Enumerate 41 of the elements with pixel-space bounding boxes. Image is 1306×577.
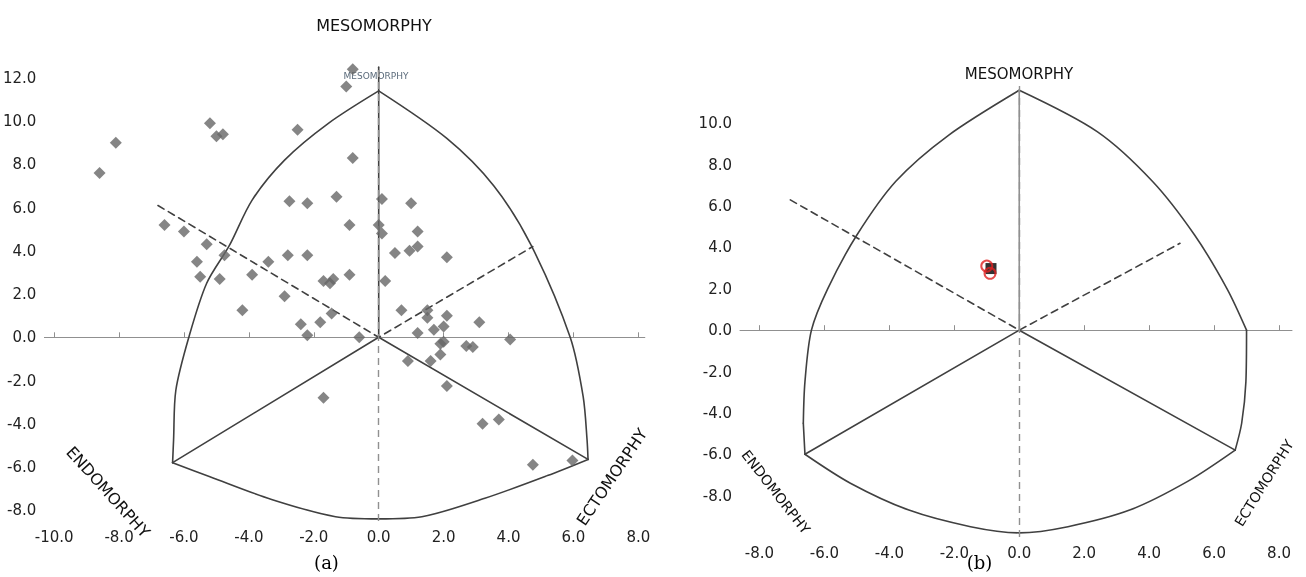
x-tick-label: 2.0: [431, 527, 456, 546]
y-tick-label: -2.0: [702, 362, 732, 381]
x-tick-label: 4.0: [496, 527, 521, 546]
y-tick-label: 2.0: [12, 285, 37, 304]
y-tick-label: 10.0: [2, 112, 37, 131]
x-tick-label: -4.0: [234, 527, 264, 546]
x-tick-label: -2.0: [299, 527, 329, 546]
y-tick-label: 12.0: [2, 68, 37, 87]
y-tick-label: 0.0: [12, 328, 37, 347]
text: MESOMORPHY: [316, 15, 433, 35]
x-tick-label: 8.0: [1267, 543, 1291, 562]
x-tick-label: 4.0: [1137, 543, 1162, 562]
y-tick-label: -4.0: [7, 414, 37, 433]
x-tick-label: -4.0: [874, 543, 905, 562]
y-tick-label: 4.0: [708, 238, 732, 257]
x-tick-label: 0.0: [1007, 543, 1032, 562]
y-tick-label: 6.0: [12, 198, 37, 217]
x-tick-label: -6.0: [169, 527, 199, 546]
text: (a): [314, 551, 339, 573]
x-tick-label: 6.0: [1202, 543, 1226, 562]
y-tick-label: -8.0: [702, 486, 732, 505]
x-tick-label: 2.0: [1072, 543, 1097, 562]
x-tick-label: -2.0: [939, 543, 969, 562]
x-tick-label: -6.0: [809, 543, 840, 562]
y-tick-label: 6.0: [708, 197, 732, 216]
x-tick-label: 8.0: [626, 527, 651, 546]
y-tick-label: 8.0: [12, 155, 37, 174]
y-tick-label: 0.0: [708, 321, 732, 340]
x-tick-label: 6.0: [561, 527, 586, 546]
y-tick-label: -4.0: [702, 403, 732, 422]
y-tick-label: 2.0: [708, 279, 732, 298]
y-tick-label: -8.0: [7, 501, 37, 520]
y-tick-label: -6.0: [7, 457, 37, 476]
y-tick-label: 8.0: [708, 155, 732, 174]
y-tick-label: -6.0: [702, 445, 732, 464]
y-tick-label: 4.0: [12, 241, 37, 260]
x-tick-label: 0.0: [366, 527, 391, 546]
y-tick-label: 10.0: [698, 114, 732, 133]
x-tick-label: -8.0: [744, 543, 775, 562]
annotation: MESOMORPHY: [964, 65, 1075, 83]
y-tick-label: -2.0: [7, 371, 37, 390]
